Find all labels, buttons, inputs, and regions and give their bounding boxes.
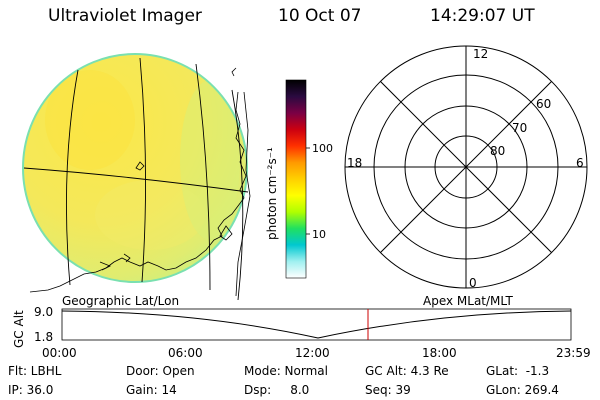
timeline-right-label: Apex MLat/MLT — [423, 294, 513, 308]
timeline-left-label: Geographic Lat/Lon — [62, 294, 179, 308]
disc-rim — [22, 53, 248, 283]
mlt-label-6: 6 — [576, 156, 584, 170]
header-time: 14:29:07 UT — [430, 6, 535, 26]
mlt-label-12: 12 — [473, 47, 488, 61]
header-date: 10 Oct 07 — [278, 6, 362, 26]
info-flt: Flt: LBHL — [8, 364, 62, 378]
lat-label-80: 80 — [490, 144, 505, 158]
info-glat: GLat: -1.3 — [486, 364, 550, 378]
xtick-1800: 18:00 — [422, 346, 457, 360]
mlt-label-18: 18 — [347, 156, 362, 170]
timeline-ymin: 1.8 — [34, 330, 53, 344]
info-mode: Mode: Normal — [244, 364, 328, 378]
timeline-plot: Geographic Lat/Lon Apex MLat/MLT 9.0 1.8… — [12, 294, 591, 360]
info-dsp: Dsp: 8.0 — [244, 383, 310, 397]
polar-labels: 12 18 6 0 60 70 80 — [347, 47, 584, 290]
info-glon: GLon: 269.4 — [486, 383, 559, 397]
colorbar-label: photon cm⁻²s⁻¹ — [265, 147, 279, 240]
xtick-1200: 12:00 — [295, 346, 330, 360]
timeline-ymax: 9.0 — [34, 305, 53, 319]
timeline-axis-label: GC Alt — [12, 310, 26, 348]
disc-texture — [45, 70, 240, 250]
mlt-label-0: 0 — [469, 276, 477, 290]
uv-image — [22, 53, 248, 283]
geographic-grid — [23, 57, 249, 301]
info-seq: Seq: 39 — [365, 383, 411, 397]
polar-plot — [344, 45, 588, 289]
info-gc-alt: GC Alt: 4.3 Re — [365, 364, 449, 378]
lat-label-60: 60 — [536, 97, 551, 111]
colorbar-tick-10: 10 — [312, 228, 326, 241]
xtick-0600: 06:00 — [168, 346, 203, 360]
xtick-2359: 23:59 — [556, 346, 591, 360]
colorbar: 100 10 photon cm⁻²s⁻¹ — [265, 79, 333, 279]
header-title: Ultraviolet Imager — [48, 6, 202, 26]
xtick-0000: 00:00 — [42, 346, 77, 360]
info-door: Door: Open — [126, 364, 195, 378]
info-ip: IP: 36.0 — [8, 383, 54, 397]
colorbar-tick-100: 100 — [312, 142, 333, 155]
info-gain: Gain: 14 — [126, 383, 177, 397]
lat-label-70: 70 — [512, 121, 527, 135]
coastlines — [29, 67, 251, 297]
